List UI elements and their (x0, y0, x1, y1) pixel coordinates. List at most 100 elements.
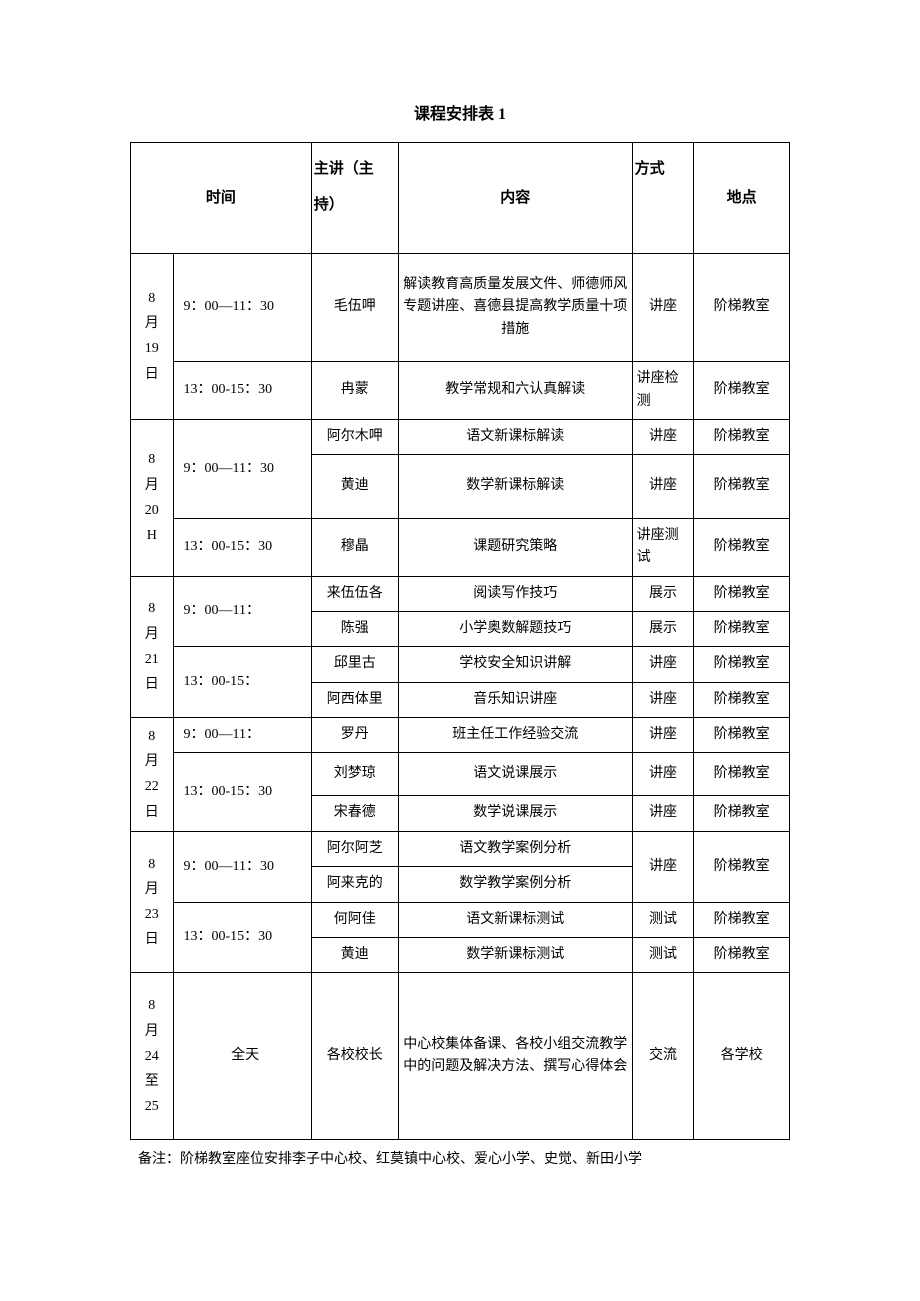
format-cell: 讲座检测 (632, 362, 694, 420)
page-title: 课程安排表 1 (130, 100, 790, 124)
speaker-cell: 刘梦琼 (311, 753, 398, 796)
location-cell: 各学校 (694, 973, 790, 1140)
date-cell: 8月24至25 (131, 973, 174, 1140)
location-cell: 阶梯教室 (694, 902, 790, 937)
content-cell: 解读教育高质量发展文件、师德师风专题讲座、喜德县提高教学质量十项措施 (398, 254, 632, 362)
format-cell: 讲座 (632, 419, 694, 454)
location-cell: 阶梯教室 (694, 419, 790, 454)
table-row: 13：00-15：30何阿佳语文新课标测试测试阶梯教室 (131, 902, 790, 937)
format-cell: 讲座 (632, 455, 694, 518)
content-cell: 语文新课标测试 (398, 902, 632, 937)
table-row: 13：00-15：30穆晶课题研究策略讲座测试阶梯教室 (131, 518, 790, 576)
speaker-cell: 黄迪 (311, 938, 398, 973)
location-cell: 阶梯教室 (694, 611, 790, 646)
location-cell: 阶梯教室 (694, 455, 790, 518)
location-cell: 阶梯教室 (694, 518, 790, 576)
time-cell: 9：00—11： (173, 576, 311, 647)
location-cell: 阶梯教室 (694, 718, 790, 753)
location-cell: 阶梯教室 (694, 753, 790, 796)
header-speaker: 主讲（主持） (311, 143, 398, 254)
content-cell: 数学教学案例分析 (398, 867, 632, 902)
table-row: 8月23日9：00—11：30阿尔阿芝语文教学案例分析讲座阶梯教室 (131, 831, 790, 866)
time-cell: 13：00-15：30 (173, 518, 311, 576)
date-cell: 8月19日 (131, 254, 174, 420)
speaker-cell: 来伍伍各 (311, 576, 398, 611)
content-cell: 中心校集体备课、各校小组交流教学中的问题及解决方法、撰写心得体会 (398, 973, 632, 1140)
table-row: 13：00-15：30刘梦琼语文说课展示讲座阶梯教室 (131, 753, 790, 796)
format-cell: 展示 (632, 611, 694, 646)
format-cell: 讲座 (632, 647, 694, 682)
time-cell: 13：00-15：30 (173, 902, 311, 973)
time-cell: 13：00-15：30 (173, 362, 311, 420)
speaker-cell: 陈强 (311, 611, 398, 646)
format-cell: 讲座 (632, 718, 694, 753)
date-cell: 8月20H (131, 419, 174, 576)
format-cell: 展示 (632, 576, 694, 611)
content-cell: 语文说课展示 (398, 753, 632, 796)
speaker-cell: 各校校长 (311, 973, 398, 1140)
time-cell: 9：00—11：30 (173, 254, 311, 362)
time-cell: 13：00-15： (173, 647, 311, 718)
table-row: 13：00-15：30冉蒙教学常规和六认真解读讲座检测阶梯教室 (131, 362, 790, 420)
speaker-cell: 何阿佳 (311, 902, 398, 937)
table-row: 8月19日9：00—11：30毛伍呷解读教育高质量发展文件、师德师风专题讲座、喜… (131, 254, 790, 362)
content-cell: 小学奥数解题技巧 (398, 611, 632, 646)
format-cell: 讲座 (632, 682, 694, 717)
content-cell: 数学新课标解读 (398, 455, 632, 518)
format-cell: 测试 (632, 938, 694, 973)
format-cell: 讲座 (632, 254, 694, 362)
content-cell: 教学常规和六认真解读 (398, 362, 632, 420)
speaker-cell: 阿来克的 (311, 867, 398, 902)
location-cell: 阶梯教室 (694, 682, 790, 717)
header-content: 内容 (398, 143, 632, 254)
time-cell: 9：00—11：30 (173, 831, 311, 902)
content-cell: 音乐知识讲座 (398, 682, 632, 717)
location-cell: 阶梯教室 (694, 254, 790, 362)
header-format: 方式 (632, 143, 694, 254)
format-cell: 讲座测试 (632, 518, 694, 576)
time-cell: 9：00—11： (173, 718, 311, 753)
table-row: 8月21日9：00—11：来伍伍各阅读写作技巧展示阶梯教室 (131, 576, 790, 611)
speaker-cell: 穆晶 (311, 518, 398, 576)
table-row: 8月20H9：00—11：30阿尔木呷语文新课标解读讲座阶梯教室 (131, 419, 790, 454)
speaker-cell: 邱里古 (311, 647, 398, 682)
location-cell: 阶梯教室 (694, 362, 790, 420)
content-cell: 数学新课标测试 (398, 938, 632, 973)
schedule-table: 时间主讲（主持）内容方式地点8月19日9：00—11：30毛伍呷解读教育高质量发… (130, 142, 790, 1140)
speaker-cell: 黄迪 (311, 455, 398, 518)
speaker-cell: 罗丹 (311, 718, 398, 753)
content-cell: 阅读写作技巧 (398, 576, 632, 611)
content-cell: 班主任工作经验交流 (398, 718, 632, 753)
date-cell: 8月21日 (131, 576, 174, 718)
format-cell: 讲座 (632, 796, 694, 831)
content-cell: 语文教学案例分析 (398, 831, 632, 866)
table-row: 13：00-15：邱里古学校安全知识讲解讲座阶梯教室 (131, 647, 790, 682)
header-time: 时间 (131, 143, 312, 254)
location-cell: 阶梯教室 (694, 576, 790, 611)
speaker-cell: 冉蒙 (311, 362, 398, 420)
speaker-cell: 宋春德 (311, 796, 398, 831)
date-cell: 8月23日 (131, 831, 174, 973)
speaker-cell: 毛伍呷 (311, 254, 398, 362)
speaker-cell: 阿尔木呷 (311, 419, 398, 454)
speaker-cell: 阿西体里 (311, 682, 398, 717)
location-cell: 阶梯教室 (694, 938, 790, 973)
location-cell: 阶梯教室 (694, 647, 790, 682)
format-cell: 测试 (632, 902, 694, 937)
location-cell: 阶梯教室 (694, 796, 790, 831)
time-cell: 9：00—11：30 (173, 419, 311, 518)
header-location: 地点 (694, 143, 790, 254)
format-cell: 讲座 (632, 831, 694, 902)
time-cell: 13：00-15：30 (173, 753, 311, 831)
content-cell: 课题研究策略 (398, 518, 632, 576)
format-cell: 讲座 (632, 753, 694, 796)
location-cell: 阶梯教室 (694, 831, 790, 902)
table-row: 8月24至25全天各校校长中心校集体备课、各校小组交流教学中的问题及解决方法、撰… (131, 973, 790, 1140)
content-cell: 学校安全知识讲解 (398, 647, 632, 682)
table-row: 8月22日9：00—11：罗丹班主任工作经验交流讲座阶梯教室 (131, 718, 790, 753)
footer-note: 备注：阶梯教室座位安排李子中心校、红莫镇中心校、爱心小学、史觉、新田小学 (130, 1148, 790, 1168)
date-cell: 8月22日 (131, 718, 174, 832)
format-cell: 交流 (632, 973, 694, 1140)
content-cell: 语文新课标解读 (398, 419, 632, 454)
speaker-cell: 阿尔阿芝 (311, 831, 398, 866)
